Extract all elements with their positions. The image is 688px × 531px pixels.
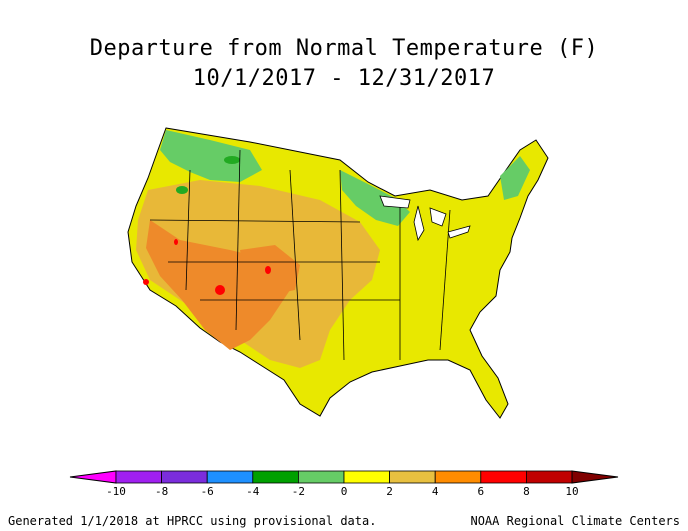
hot-spot-colorado [265, 266, 271, 274]
legend-swatch [343, 470, 390, 484]
legend-tick-label: -10 [106, 485, 126, 498]
state-boundaries [149, 149, 451, 361]
hot-spot-california [143, 279, 149, 285]
legend-swatch [297, 470, 345, 484]
map-subtitle: 10/1/2017 - 12/31/2017 [192, 66, 496, 91]
legend-tick-label: -6 [201, 485, 214, 498]
legend-tick-label: 2 [386, 485, 393, 498]
cool-zone-great-lakes [340, 170, 410, 226]
legend-swatch [161, 470, 208, 484]
hot-spot-arizona [215, 285, 225, 295]
legend-swatch [526, 470, 573, 484]
legend-swatch [206, 470, 254, 484]
hot-spot-nevada [174, 239, 178, 245]
legend-tick-label: -2 [292, 485, 305, 498]
legend-tick-label: -4 [246, 485, 260, 498]
warm-zone-4-6 [146, 220, 290, 350]
cool-zone-pacific-nw [160, 130, 262, 182]
legend-swatch [115, 470, 162, 484]
legend-tick-label: 4 [432, 485, 439, 498]
map-title: Departure from Normal Temperature (F) [89, 36, 599, 61]
legend-swatch [389, 470, 436, 484]
great-lakes [379, 195, 471, 242]
cool-spot-idaho [176, 186, 188, 194]
legend-swatch [480, 470, 527, 484]
legend-tick-label: 10 [565, 485, 578, 498]
legend-tick-label: 8 [523, 485, 530, 498]
footer-credit: NOAA Regional Climate Centers [470, 514, 680, 528]
cool-zone-northeast [500, 156, 530, 200]
legend-swatch [434, 470, 482, 484]
legend-tick-label: 0 [341, 485, 348, 498]
legend-tick-label: -8 [155, 485, 168, 498]
legend-swatch [252, 470, 299, 484]
legend-tick-labels: -10 -8 -6 -4 -2 0 2 4 6 8 10 [106, 485, 579, 498]
legend-color-bar [69, 470, 619, 484]
cool-spot-montana [224, 156, 240, 164]
legend-arrow-left [69, 470, 117, 484]
legend-arrow-right [571, 470, 619, 484]
legend-tick-label: 6 [477, 485, 484, 498]
footer-generated-note: Generated 1/1/2018 at HPRCC using provis… [8, 514, 377, 528]
